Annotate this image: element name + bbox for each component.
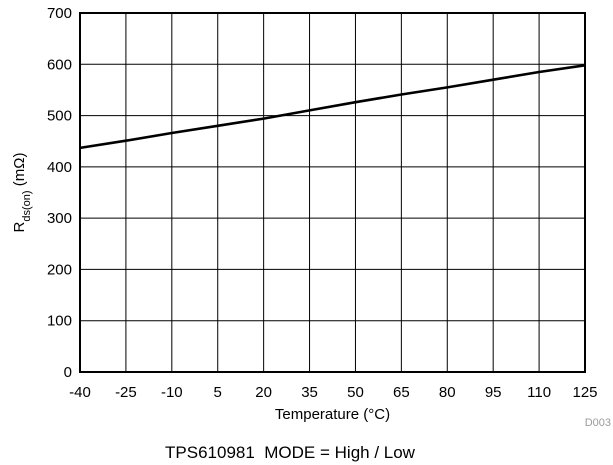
y-axis-title-unit: (mΩ)	[11, 153, 28, 191]
x-tick-label: 35	[301, 384, 318, 401]
y-axis-title-main: R	[11, 221, 28, 232]
x-tick-label: -10	[161, 384, 183, 401]
y-tick-label: 0	[64, 364, 72, 381]
x-tick-label: 95	[485, 384, 502, 401]
x-tick-label: 20	[255, 384, 272, 401]
x-tick-label: 110	[527, 384, 551, 401]
plot-frame	[79, 12, 586, 373]
y-tick-label: 100	[47, 313, 72, 330]
y-tick-labels: 0 100 200 300 400 500 600 700	[47, 5, 72, 381]
y-tick-label: 600	[47, 56, 72, 73]
chart-caption: TPS610981 MODE = High / Low	[165, 443, 416, 462]
y-tick-label: 700	[47, 5, 72, 22]
y-tick-label: 300	[47, 210, 72, 227]
y-axis-title-sub: ds(on)	[21, 190, 33, 221]
figure-id: D003	[585, 417, 611, 429]
series-line	[79, 64, 586, 150]
x-tick-label: 80	[439, 384, 456, 401]
x-tick-label: 50	[347, 384, 364, 401]
x-tick-label: 125	[572, 384, 597, 401]
y-tick-label: 500	[47, 108, 72, 125]
y-tick-label: 200	[47, 261, 72, 278]
series-group	[79, 64, 586, 150]
grid-lines	[79, 12, 586, 373]
x-tick-labels: -40 -25 -10 5 20 35 50 65 80 95 110 125	[69, 384, 597, 401]
y-tick-label: 400	[47, 159, 72, 176]
y-axis-title: Rds(on) (mΩ)	[11, 153, 33, 233]
x-axis-title: Temperature (°C)	[275, 406, 390, 423]
x-tick-label: 5	[214, 384, 222, 401]
x-tick-label: -25	[115, 384, 137, 401]
x-tick-label: 65	[393, 384, 410, 401]
x-tick-label: -40	[69, 384, 91, 401]
